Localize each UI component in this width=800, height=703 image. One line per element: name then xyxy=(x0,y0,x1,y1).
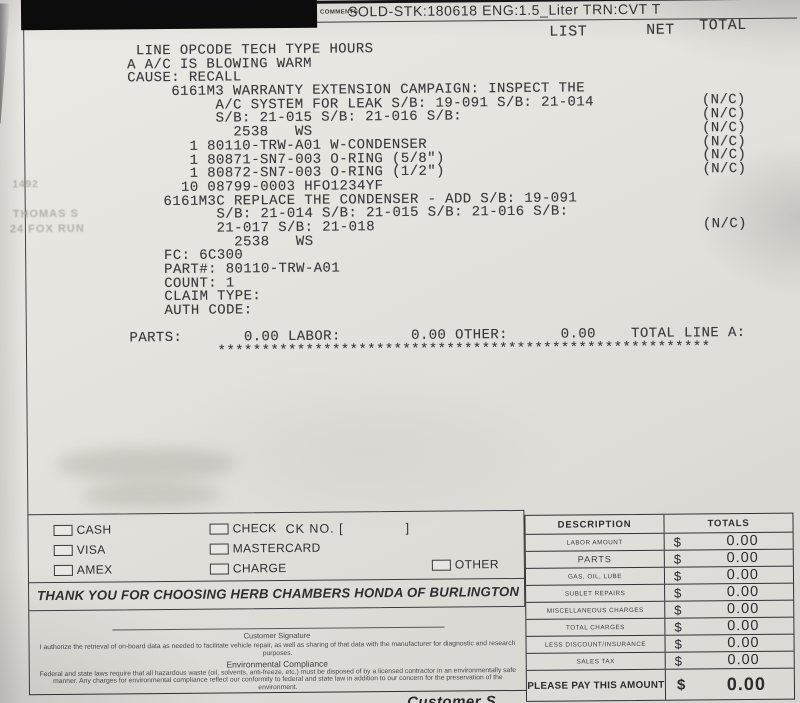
checkbox xyxy=(53,564,73,576)
payment-option-label: VISA xyxy=(76,542,106,557)
currency-symbol: $ xyxy=(673,568,682,584)
totals-row-amount: 0.00 xyxy=(727,651,760,669)
totals-row-label: LABOR AMOUNT xyxy=(566,538,623,547)
ghost-text-customer-name: THOMAS S xyxy=(12,207,79,221)
comments-value: SOLD-STK:180618 ENG:1.5_Liter TRN:CVT T xyxy=(347,0,661,20)
totals-header-totals: TOTALS xyxy=(663,513,793,533)
currency-symbol: $ xyxy=(674,602,682,618)
checkbox xyxy=(209,523,229,535)
please-pay-amount: 0.00 xyxy=(726,673,766,694)
paper-smudge xyxy=(55,446,237,483)
totals-row-amount: 0.00 xyxy=(726,566,760,584)
payment-option-label: OTHER xyxy=(454,557,499,572)
cut-off-signature-heading: Customer S xyxy=(406,693,497,703)
paper-edge-shadow xyxy=(0,3,11,123)
currency-symbol: $ xyxy=(674,636,682,652)
environmental-compliance-text: Federal and state laws require that all … xyxy=(39,667,517,692)
currency-symbol: $ xyxy=(674,653,683,669)
totals-row-label: TOTAL CHARGES xyxy=(565,623,625,632)
ghost-text-customer-address: 24 FOX RUN xyxy=(9,222,85,236)
payment-option-label: MASTERCARD xyxy=(232,540,321,556)
invoice-body: LINE OPCODE TECH TYPE HOURS A A/C IS BLO… xyxy=(21,22,784,359)
totals-row-amount: 0.00 xyxy=(726,600,760,618)
checkbox xyxy=(53,524,73,536)
totals-row-amount: 0.00 xyxy=(726,532,759,550)
totals-row-label: SALES TAX xyxy=(576,657,615,665)
payment-option-visa: VISA xyxy=(53,542,106,557)
currency-symbol: $ xyxy=(674,619,682,635)
check-number-bracket: ] xyxy=(405,520,410,535)
currency-symbol: $ xyxy=(676,676,686,694)
totals-row-amount: 0.00 xyxy=(727,617,760,635)
ghost-text: 1492 xyxy=(12,179,39,191)
checkbox xyxy=(209,543,229,555)
totals-row-label: LESS DISCOUNT/INSURANCE xyxy=(544,640,647,649)
totals-table: DESCRIPTION TOTALS LABOR AMOUNT $ 0.00 xyxy=(524,512,796,702)
checkbox xyxy=(431,559,451,571)
payment-option-other: OTHER xyxy=(431,557,499,572)
payment-option-label: CHECK xyxy=(232,521,277,536)
totals-row-amount: 0.00 xyxy=(726,549,759,567)
check-number-label: CK NO. [ xyxy=(285,521,344,537)
currency-symbol: $ xyxy=(673,534,681,550)
checkbox xyxy=(53,544,73,556)
totals-row-amount: 0.00 xyxy=(726,583,760,601)
currency-symbol: $ xyxy=(674,585,682,601)
payment-option-amex: AMEX xyxy=(53,562,113,578)
payment-option-cash: CASH xyxy=(53,522,112,538)
payment-option-label: CASH xyxy=(76,522,112,537)
totals-row-label: SUBLET REPAIRS xyxy=(564,589,626,598)
totals-header-description: DESCRIPTION xyxy=(557,518,632,531)
please-pay-row: PLEASE PAY THIS AMOUNT $ 0.00 xyxy=(526,667,795,701)
totals-table-header: DESCRIPTION TOTALS xyxy=(525,513,793,534)
payment-option-charge: CHARGE xyxy=(209,560,287,576)
payment-option-check: CHECK xyxy=(209,521,277,536)
totals-row-amount: 0.00 xyxy=(727,634,760,652)
payment-option-mastercard: MASTERCARD xyxy=(209,540,321,556)
totals-row-label: MISCELLANEOUS CHARGES xyxy=(546,606,644,615)
payment-option-label: CHARGE xyxy=(232,560,287,576)
payment-option-label: AMEX xyxy=(76,562,113,577)
totals-row-label: PARTS xyxy=(577,554,612,565)
currency-symbol: $ xyxy=(673,551,682,567)
checkbox xyxy=(209,563,229,575)
totals-row-label: GAS, OIL, LUBE xyxy=(567,572,622,581)
paper-smudge xyxy=(81,481,222,509)
redaction-block xyxy=(20,0,318,31)
please-pay-label: PLEASE PAY THIS AMOUNT xyxy=(527,679,665,692)
